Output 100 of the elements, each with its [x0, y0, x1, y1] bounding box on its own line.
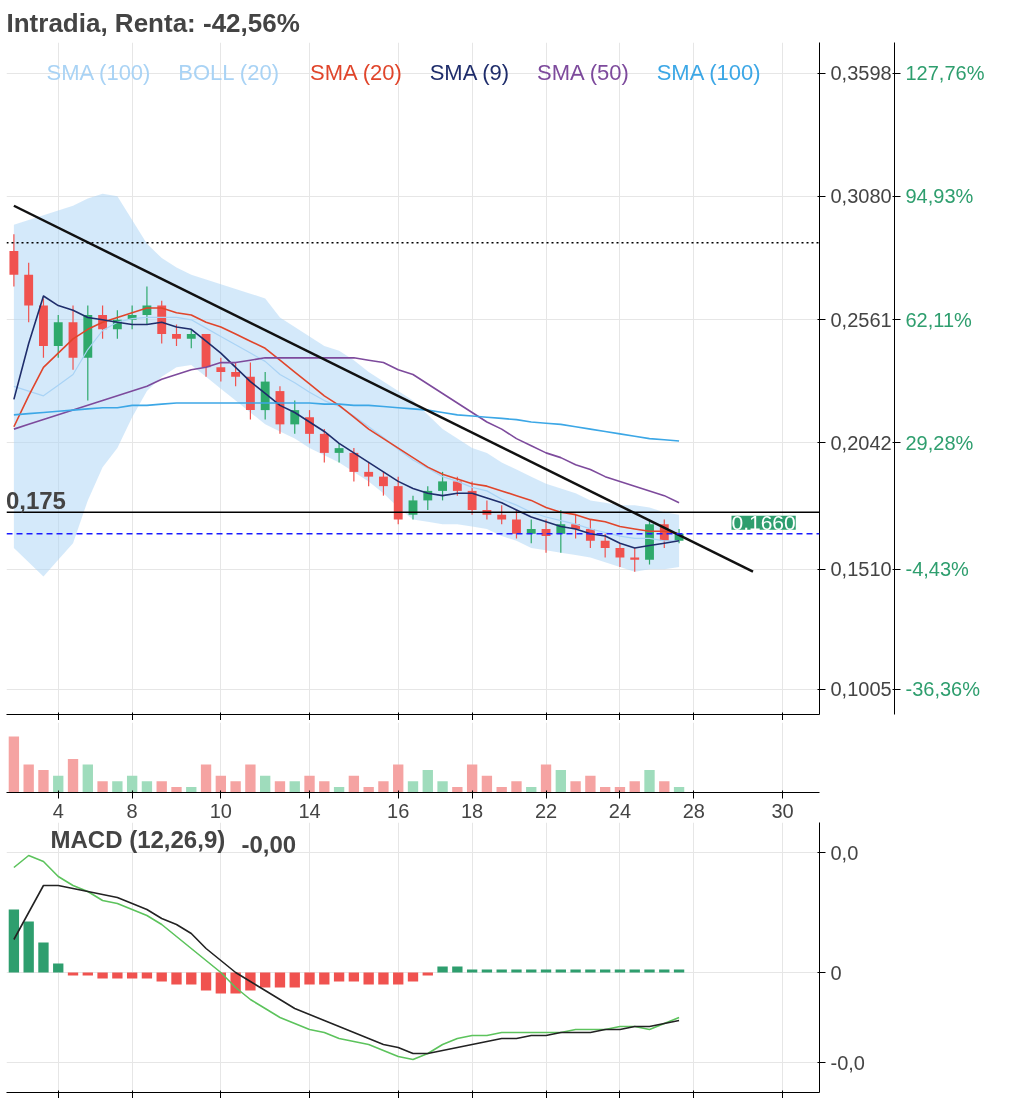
bar [452, 966, 463, 973]
bar [67, 758, 79, 793]
bar [67, 972, 79, 976]
bar [422, 770, 433, 793]
bar [452, 786, 463, 793]
bar [363, 786, 374, 793]
line-series [13, 884, 680, 1055]
bar [393, 764, 404, 793]
y-tick-label: 0,1510 [830, 558, 892, 581]
bar [319, 781, 330, 793]
y-tick-label: 0,3598 [830, 62, 892, 85]
bar [260, 775, 271, 793]
y-tick-label: 0 [830, 961, 842, 984]
candlestick [438, 471, 447, 501]
x-tick-label: 22 [534, 799, 558, 822]
bar [171, 786, 182, 793]
ref-line-label: 0,175 [5, 487, 66, 515]
bar [126, 775, 138, 793]
bar [644, 770, 655, 793]
annotation: SMA (100) [46, 59, 151, 85]
candlestick [186, 328, 196, 349]
y2-tick-label: 94,93% [905, 185, 974, 208]
bar [407, 972, 419, 982]
bar [629, 969, 640, 973]
bar [38, 770, 49, 793]
bar [555, 770, 566, 793]
bar [659, 781, 670, 793]
candlestick [9, 233, 19, 288]
candlestick [231, 361, 241, 387]
bar [8, 909, 20, 973]
bar [511, 781, 522, 793]
y2-tick-label: 127,76% [905, 62, 985, 85]
x-tick-label: 18 [461, 799, 484, 822]
chart-title: Intradia, Renta: -42,56% [6, 7, 300, 38]
y2-tick-label: -36,36% [905, 678, 981, 701]
bar [82, 972, 93, 976]
bar [407, 781, 419, 793]
x-tick-label: 10 [209, 799, 232, 822]
bar [97, 972, 108, 979]
y2-tick-label: -4,43% [905, 558, 970, 581]
y-tick-label: 0,3080 [830, 185, 892, 208]
bar [245, 764, 256, 793]
candlestick [512, 509, 521, 540]
text: SMA (50) [537, 59, 629, 85]
bar [141, 781, 153, 793]
text: SMA (100) [656, 59, 761, 85]
bar [526, 969, 537, 973]
bar [496, 969, 507, 973]
x-tick-label: 14 [298, 799, 321, 822]
bar [363, 972, 374, 985]
bar [274, 781, 286, 793]
candlestick [53, 314, 63, 359]
y-tick-label: 0,2042 [830, 431, 892, 454]
bar [38, 942, 49, 973]
bar [422, 972, 433, 976]
bar [466, 764, 478, 793]
candlestick [349, 447, 359, 482]
annotation: -0,00 [241, 830, 297, 858]
x-tick-label: 16 [387, 799, 410, 822]
bar [481, 969, 493, 973]
bar [156, 972, 167, 982]
candlestick [334, 442, 344, 463]
bar [82, 764, 93, 793]
bar [393, 972, 404, 985]
candlestick [526, 518, 536, 544]
bar [540, 764, 552, 793]
x-tick-label: 24 [608, 799, 632, 822]
candlestick [172, 323, 181, 347]
candlestick [305, 409, 314, 444]
y2-tick-label: 62,11% [905, 308, 973, 331]
bar [570, 969, 581, 973]
bar [186, 972, 197, 985]
x-tick-label: 28 [682, 799, 705, 822]
bar [304, 775, 315, 793]
bar [599, 969, 611, 973]
text: BOLL (20) [178, 59, 279, 85]
bar [23, 764, 34, 793]
chart-title: MACD (12,26,9) [50, 825, 226, 853]
bar [289, 781, 300, 793]
bar [53, 963, 64, 973]
candlestick [600, 533, 610, 559]
bar [644, 969, 655, 973]
bar [23, 921, 34, 973]
bar [540, 969, 552, 973]
bar [171, 972, 182, 985]
candlestick [452, 476, 462, 497]
bar [659, 969, 670, 973]
bar [97, 781, 108, 793]
bar [200, 764, 212, 793]
bar [156, 781, 167, 793]
candlestick [319, 428, 329, 463]
bar [230, 781, 241, 793]
y-tick-label: -0,0 [830, 1051, 865, 1074]
bar [555, 969, 566, 973]
text: SMA (20) [310, 59, 402, 85]
bar [348, 775, 360, 793]
bar [289, 972, 300, 988]
candlestick [379, 471, 388, 497]
bar [53, 775, 64, 793]
bar [570, 781, 581, 793]
